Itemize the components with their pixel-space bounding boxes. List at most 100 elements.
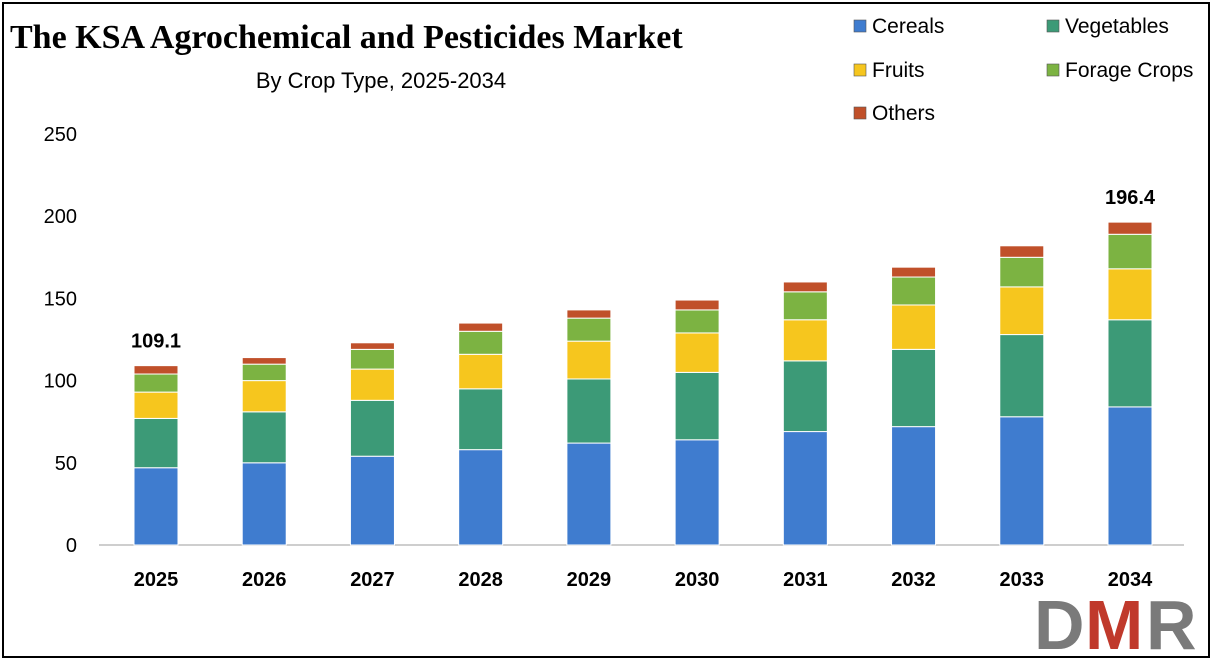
bar-segment-forage-crops-2031 <box>782 291 828 321</box>
legend-item-others: Others <box>853 102 935 125</box>
bar-segment-fruits-2025 <box>133 391 179 419</box>
bar-segment-forage-crops-2034 <box>1107 233 1153 270</box>
bar-segment-vegetables-2033 <box>999 334 1045 418</box>
bar-segment-others-2032 <box>891 266 937 278</box>
legend: Cereals Vegetables Fruits Forage Crops Other… <box>853 15 1193 125</box>
bar-stack-2031 <box>782 281 828 546</box>
bar-segment-others-2034 <box>1107 221 1153 235</box>
legend-label: Cereals <box>872 15 944 38</box>
x-tick-label: 2033 <box>1000 569 1045 591</box>
bar-stack-2029 <box>566 309 612 546</box>
bar-segment-forage-crops-2028 <box>458 330 504 355</box>
bar-segment-others-2027 <box>349 342 395 350</box>
bar-segment-cereals-2029 <box>566 442 612 546</box>
y-tick-label: 150 <box>44 288 77 310</box>
bar-stack-2028 <box>458 322 504 546</box>
bar-stack-2033 <box>999 245 1045 546</box>
y-tick-label: 0 <box>66 535 77 557</box>
bar-segment-cereals-2033 <box>999 416 1045 546</box>
y-axis: 0 50 100 150 200 250 <box>44 124 77 557</box>
bar-segment-others-2033 <box>999 245 1045 258</box>
legend-label: Forage Crops <box>1065 59 1193 82</box>
bar-segment-others-2026 <box>241 357 287 365</box>
bar-segment-vegetables-2025 <box>133 417 179 469</box>
x-tick-label: 2025 <box>134 569 179 591</box>
bar-stack-2025 <box>133 365 179 546</box>
bar-segment-forage-crops-2027 <box>349 348 395 370</box>
x-axis: 2025 2026 2027 2028 2029 2030 2031 2032 2033 2034 <box>134 569 1153 591</box>
bar-segment-fruits-2027 <box>349 368 395 401</box>
legend-item-vegetables: Vegetables <box>1046 15 1169 38</box>
data-label-2025: 109.1 <box>131 331 181 353</box>
bar-segment-others-2031 <box>782 281 828 293</box>
bar-segment-forage-crops-2026 <box>241 363 287 382</box>
bar-segment-cereals-2026 <box>241 462 287 546</box>
bar-stack-2030 <box>674 299 720 546</box>
legend-label: Vegetables <box>1065 15 1169 38</box>
bar-segment-forage-crops-2029 <box>566 317 612 342</box>
legend-item-forage-crops: Forage Crops <box>1046 59 1193 82</box>
legend-swatch <box>853 106 867 120</box>
x-tick-label: 2029 <box>567 569 612 591</box>
bar-segment-others-2029 <box>566 309 612 319</box>
bar-segment-fruits-2028 <box>458 353 504 390</box>
y-tick-label: 100 <box>44 371 77 393</box>
bar-segment-vegetables-2031 <box>782 360 828 433</box>
logo-letter-r: R <box>1146 586 1197 656</box>
bar-stack-2032 <box>891 266 937 546</box>
bar-segment-vegetables-2026 <box>241 411 287 464</box>
bar-segment-fruits-2029 <box>566 340 612 380</box>
bar-segment-cereals-2025 <box>133 467 179 546</box>
chart-subtitle: By Crop Type, 2025-2034 <box>256 68 506 93</box>
bar-segment-fruits-2026 <box>241 380 287 413</box>
bar-segment-others-2030 <box>674 299 720 311</box>
bar-segment-others-2025 <box>133 365 179 375</box>
legend-swatch <box>853 63 867 77</box>
chart-title: The KSA Agrochemical and Pesticides Mark… <box>10 19 683 56</box>
legend-swatch <box>1046 19 1060 33</box>
bar-stack-2026 <box>241 357 287 546</box>
y-tick-label: 250 <box>44 124 77 146</box>
logo-letter-d: D <box>1034 586 1085 656</box>
data-labels: 109.1 196.4 <box>131 187 1156 353</box>
bar-segment-forage-crops-2025 <box>133 373 179 393</box>
bar-segment-cereals-2028 <box>458 449 504 546</box>
stacked-bar-chart: The KSA Agrochemical and Pesticides Mark… <box>10 15 1197 656</box>
bar-stack-2027 <box>349 342 395 546</box>
bar-segment-fruits-2033 <box>999 286 1045 336</box>
logo-letter-m: M <box>1085 586 1143 656</box>
bar-segment-vegetables-2029 <box>566 378 612 444</box>
bar-segment-fruits-2032 <box>891 304 937 350</box>
bar-segment-vegetables-2028 <box>458 388 504 451</box>
bar-stack-2034 <box>1107 221 1153 546</box>
x-tick-label: 2028 <box>458 569 503 591</box>
y-tick-label: 200 <box>44 206 77 228</box>
bar-segment-vegetables-2032 <box>891 348 937 428</box>
x-tick-label: 2034 <box>1108 569 1153 591</box>
bar-segment-cereals-2034 <box>1107 406 1153 546</box>
data-label-2034: 196.4 <box>1105 187 1156 209</box>
bar-segment-forage-crops-2033 <box>999 256 1045 288</box>
legend-swatch <box>853 19 867 33</box>
legend-item-fruits: Fruits <box>853 59 925 82</box>
bar-segment-others-2028 <box>458 322 504 332</box>
bars-group <box>133 221 1153 546</box>
bar-segment-fruits-2030 <box>674 332 720 373</box>
bar-segment-cereals-2030 <box>674 439 720 546</box>
bar-segment-fruits-2031 <box>782 319 828 362</box>
bar-segment-vegetables-2034 <box>1107 319 1153 408</box>
bar-segment-vegetables-2030 <box>674 371 720 441</box>
legend-item-cereals: Cereals <box>853 15 944 38</box>
legend-label: Others <box>872 102 935 125</box>
bar-segment-fruits-2034 <box>1107 268 1153 321</box>
x-tick-label: 2032 <box>891 569 936 591</box>
x-tick-label: 2031 <box>783 569 828 591</box>
y-tick-label: 50 <box>55 453 77 475</box>
bar-segment-forage-crops-2032 <box>891 276 937 306</box>
bar-segment-forage-crops-2030 <box>674 309 720 334</box>
bar-segment-cereals-2031 <box>782 431 828 546</box>
bar-segment-vegetables-2027 <box>349 399 395 457</box>
x-tick-label: 2030 <box>675 569 720 591</box>
legend-swatch <box>1046 63 1060 77</box>
